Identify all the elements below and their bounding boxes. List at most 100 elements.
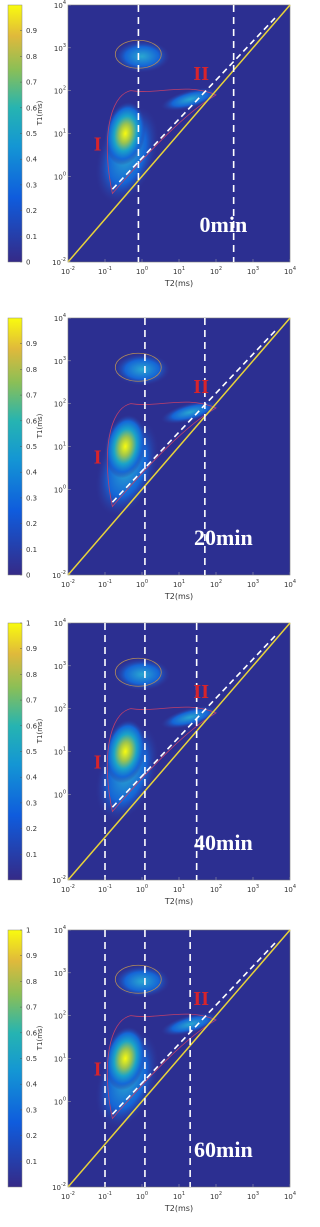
tick-exponent: 1 (63, 747, 66, 753)
region-label: I (94, 134, 102, 156)
x-tick-label: 100 (136, 1191, 148, 1201)
colorbar-tick-label: 0.8 (26, 366, 37, 374)
tick-base: 10 (54, 88, 63, 96)
region-label: I (94, 447, 102, 469)
colorbar (7, 622, 23, 881)
y-tick-label: 103 (54, 356, 66, 366)
tick-base: 10 (54, 927, 63, 935)
x-tick-label: 101 (173, 266, 185, 276)
colorbar-tick-label: 0.9 (26, 340, 37, 348)
x-tick-label: 104 (284, 266, 296, 276)
tick-base: 10 (210, 886, 219, 894)
tick-exponent: 0 (63, 1096, 66, 1102)
tick-base: 10 (247, 268, 256, 276)
y-tick-label: 100 (54, 1096, 66, 1106)
colorbar-tick-label: 1 (26, 620, 30, 628)
tick-exponent: 1 (182, 884, 185, 890)
colorbar (7, 4, 23, 263)
tick-exponent: 0 (145, 266, 148, 272)
tick-exponent: 1 (63, 442, 66, 448)
tick-base: 10 (98, 886, 107, 894)
tick-exponent: 4 (293, 1191, 296, 1197)
tick-exponent: 2 (63, 399, 66, 405)
colorbar-tick-label: 0 (26, 572, 30, 580)
tick-base: 10 (98, 1193, 107, 1201)
colorbar-tick-label: 0.5 (26, 1055, 37, 1063)
panel-title: 40min (194, 830, 253, 855)
tick-base: 10 (284, 1193, 293, 1201)
tick-exponent: 4 (63, 618, 66, 624)
tick-base: 10 (54, 1098, 63, 1106)
x-tick-label: 102 (210, 266, 222, 276)
colorbar-tick-label: 0.1 (26, 546, 37, 554)
tick-exponent: -2 (70, 1191, 75, 1197)
colorbar-tick-label: 0.3 (26, 494, 37, 502)
x-tick-label: 100 (136, 579, 148, 589)
y-tick-label: 100 (54, 789, 66, 799)
colorbar-tick-label: 0.2 (26, 207, 37, 215)
colorbar-tick-label: 0.7 (26, 1004, 37, 1012)
colorbar-tick-label: 0.4 (26, 469, 38, 477)
colorbar-tick-label: 0.2 (26, 520, 37, 528)
x-tick-label: 102 (210, 1191, 222, 1201)
y-tick-label: 101 (54, 129, 66, 139)
tick-base: 10 (136, 1193, 145, 1201)
tick-base: 10 (284, 886, 293, 894)
tick-exponent: 3 (256, 266, 259, 272)
y-tick-label: 102 (54, 86, 66, 96)
y-tick-label: 10-2 (52, 570, 66, 580)
y-tick-label: 103 (54, 968, 66, 978)
colorbar-tick-label: 0.5 (26, 748, 37, 756)
tick-exponent: 1 (63, 129, 66, 135)
tick-exponent: 3 (63, 968, 66, 974)
tick-exponent: 2 (219, 579, 222, 585)
region-label: II (193, 988, 209, 1010)
colorbar-tick-label: 0.9 (26, 27, 37, 35)
tick-base: 10 (247, 1193, 256, 1201)
tick-base: 10 (54, 970, 63, 978)
tick-base: 10 (54, 444, 63, 452)
tick-exponent: 2 (63, 1011, 66, 1017)
y-axis-label: T1(ms) (36, 718, 44, 744)
tick-base: 10 (54, 706, 63, 714)
signal-blob (161, 705, 220, 729)
signal-blob (114, 658, 170, 691)
y-tick-label: 101 (54, 442, 66, 452)
x-tick-label: 100 (136, 266, 148, 276)
x-tick-label: 10-1 (98, 884, 112, 894)
signal-blob (161, 87, 220, 111)
identity-line (67, 4, 291, 263)
colorbar-tick-label: 0.8 (26, 53, 37, 61)
region-label: II (193, 376, 209, 398)
identity-line (67, 929, 291, 1188)
y-tick-label: 104 (54, 618, 66, 628)
tick-exponent: -2 (70, 884, 75, 890)
tick-base: 10 (61, 581, 70, 589)
x-tick-label: 103 (247, 579, 259, 589)
colorbar-tick-label: 0.7 (26, 392, 37, 400)
tick-exponent: 4 (63, 925, 66, 931)
tick-base: 10 (136, 268, 145, 276)
y-tick-label: 103 (54, 661, 66, 671)
x-axis-label: T2(ms) (164, 279, 193, 288)
tick-base: 10 (54, 401, 63, 409)
tick-exponent: 2 (219, 1191, 222, 1197)
tick-exponent: 0 (145, 579, 148, 585)
colorbar-tick-label: 0.3 (26, 1106, 37, 1114)
colorbar-tick-label: 0.6 (26, 104, 38, 112)
tick-base: 10 (61, 268, 70, 276)
x-tick-label: 102 (210, 884, 222, 894)
region-label: II (193, 63, 209, 85)
signal-blob (104, 719, 146, 784)
tick-base: 10 (284, 581, 293, 589)
x-tick-label: 101 (173, 1191, 185, 1201)
tick-base: 10 (52, 572, 61, 580)
tick-exponent: 4 (293, 266, 296, 272)
tick-exponent: 4 (293, 579, 296, 585)
tick-base: 10 (210, 581, 219, 589)
y-tick-label: 102 (54, 399, 66, 409)
y-tick-label: 102 (54, 704, 66, 714)
tick-exponent: 4 (63, 0, 66, 6)
tick-exponent: 0 (63, 484, 66, 490)
